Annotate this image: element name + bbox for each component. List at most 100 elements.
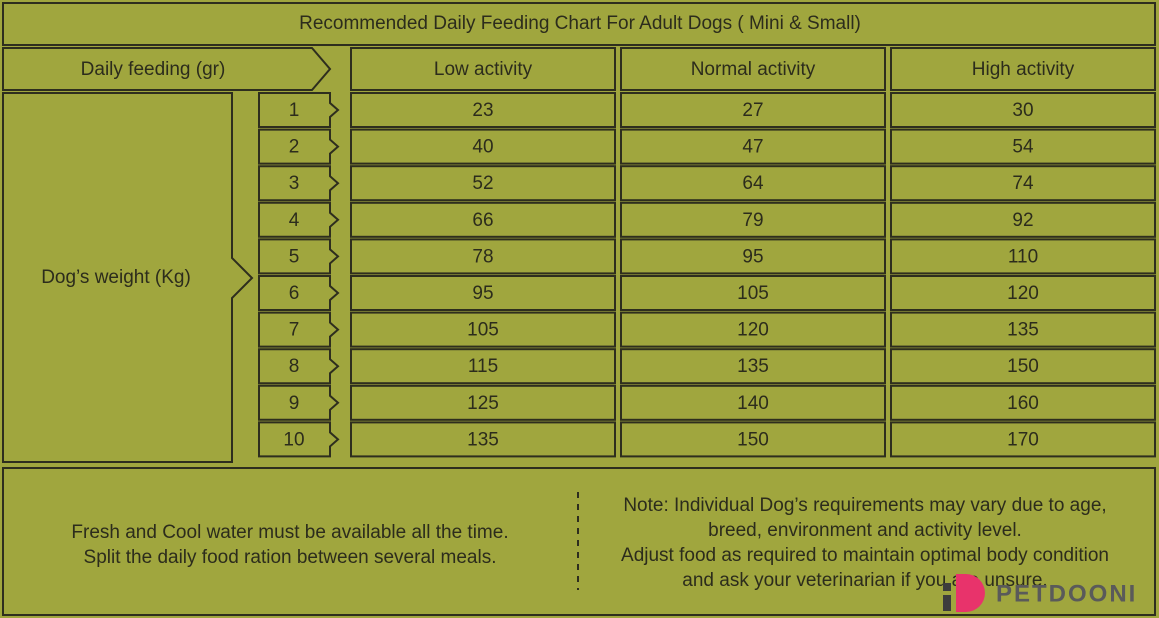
weight-box: [258, 238, 340, 275]
logo-bar: [943, 595, 951, 611]
cell-value: 105: [737, 283, 769, 304]
cell-box: [620, 165, 886, 202]
weight-box: [258, 384, 340, 421]
note-text: Adjust food as required to maintain opti…: [621, 545, 1109, 566]
cell-value: 135: [1007, 320, 1039, 341]
cell-box: [890, 311, 1156, 348]
column-header-box: [890, 47, 1156, 91]
cell-box: [620, 92, 886, 128]
cell-box: [350, 165, 616, 202]
weight: 8: [289, 356, 300, 377]
cell-box: [890, 165, 1156, 202]
cell-value: 160: [1007, 393, 1039, 414]
cell-value: 115: [468, 356, 498, 377]
cell-box: [890, 128, 1156, 165]
cell-value: 140: [737, 393, 769, 414]
cell-box: [890, 384, 1156, 421]
cell-value: 66: [472, 210, 493, 231]
footer-box: [2, 467, 1156, 616]
cell-box: [350, 275, 616, 311]
cell-value: 150: [737, 429, 769, 450]
cell-value: 170: [1007, 429, 1039, 450]
cell-value: 95: [472, 283, 493, 304]
footer-text: Split the daily food ration between seve…: [84, 547, 497, 568]
cell-value: 110: [1008, 246, 1038, 267]
weight-box: [258, 348, 340, 385]
title: Recommended Daily Feeding Chart For Adul…: [299, 13, 861, 34]
cell-value: 135: [737, 356, 769, 377]
weight: 7: [289, 320, 300, 341]
cell-value: 120: [737, 320, 769, 341]
weight-box: [258, 201, 340, 238]
cell-value: 95: [742, 246, 763, 267]
weight: 9: [289, 393, 300, 414]
cell-value: 64: [742, 173, 764, 194]
cell-box: [620, 348, 886, 385]
cell-box: [350, 238, 616, 275]
cell-box: [620, 384, 886, 421]
weight-box: [258, 92, 340, 128]
cell-box: [890, 92, 1156, 128]
cell-box: [620, 275, 886, 311]
logo-dot: [943, 583, 951, 591]
cell-box: [890, 238, 1156, 275]
cell-box: [350, 128, 616, 165]
cell-value: 47: [742, 137, 763, 158]
logo-text: PETDOONI: [996, 580, 1137, 607]
cell-box: [620, 421, 886, 458]
cell-value: 23: [472, 100, 493, 121]
column-header-box: [620, 47, 886, 91]
weight: 5: [289, 246, 300, 267]
cell-box: [350, 92, 616, 128]
cell-box: [350, 421, 616, 458]
cell-value: 54: [1012, 137, 1034, 158]
cell-box: [350, 348, 616, 385]
cell-box: [620, 201, 886, 238]
logo-d: [956, 574, 985, 612]
footer-text: Fresh and Cool water must be available a…: [71, 522, 508, 543]
cell-value: 27: [742, 100, 763, 121]
weight-label: Dog’s weight (Kg): [41, 267, 191, 288]
cell-box: [890, 201, 1156, 238]
note-text: Note: Individual Dog’s requirements may …: [623, 495, 1106, 516]
weight-box: [258, 165, 340, 202]
cell-box: [350, 201, 616, 238]
weight: 10: [283, 429, 304, 450]
weight: 4: [289, 210, 300, 231]
row-label-box: [2, 47, 332, 91]
weight: 6: [289, 283, 300, 304]
row-label: Daily feeding (gr): [81, 59, 226, 80]
column-header-box: [350, 47, 616, 91]
cell-box: [890, 421, 1156, 458]
cell-value: 150: [1007, 356, 1039, 377]
cell-box: [620, 311, 886, 348]
cell-box: [620, 128, 886, 165]
cell-value: 79: [742, 210, 763, 231]
column-header: High activity: [972, 59, 1075, 80]
weight-box: [258, 275, 340, 311]
cell-value: 74: [1012, 173, 1034, 194]
column-header: Low activity: [434, 59, 533, 80]
weight-label-box: [2, 92, 254, 463]
cell-box: [890, 275, 1156, 311]
cell-box: [350, 384, 616, 421]
logo: PETDOONI: [943, 574, 1137, 612]
cell-value: 125: [467, 393, 499, 414]
cell-value: 120: [1007, 283, 1039, 304]
cell-value: 30: [1012, 100, 1033, 121]
column-header: Normal activity: [691, 59, 816, 80]
note-text: and ask your veterinarian if you are uns…: [682, 570, 1047, 591]
weight-box: [258, 311, 340, 348]
cell-box: [350, 311, 616, 348]
weight: 2: [289, 137, 300, 158]
cell-value: 105: [467, 320, 499, 341]
weight: 1: [289, 100, 300, 121]
weight: 3: [289, 173, 300, 194]
cell-value: 40: [472, 137, 493, 158]
cell-value: 78: [472, 246, 493, 267]
weight-box: [258, 128, 340, 165]
cell-box: [890, 348, 1156, 385]
note-text: breed, environment and activity level.: [708, 520, 1022, 541]
